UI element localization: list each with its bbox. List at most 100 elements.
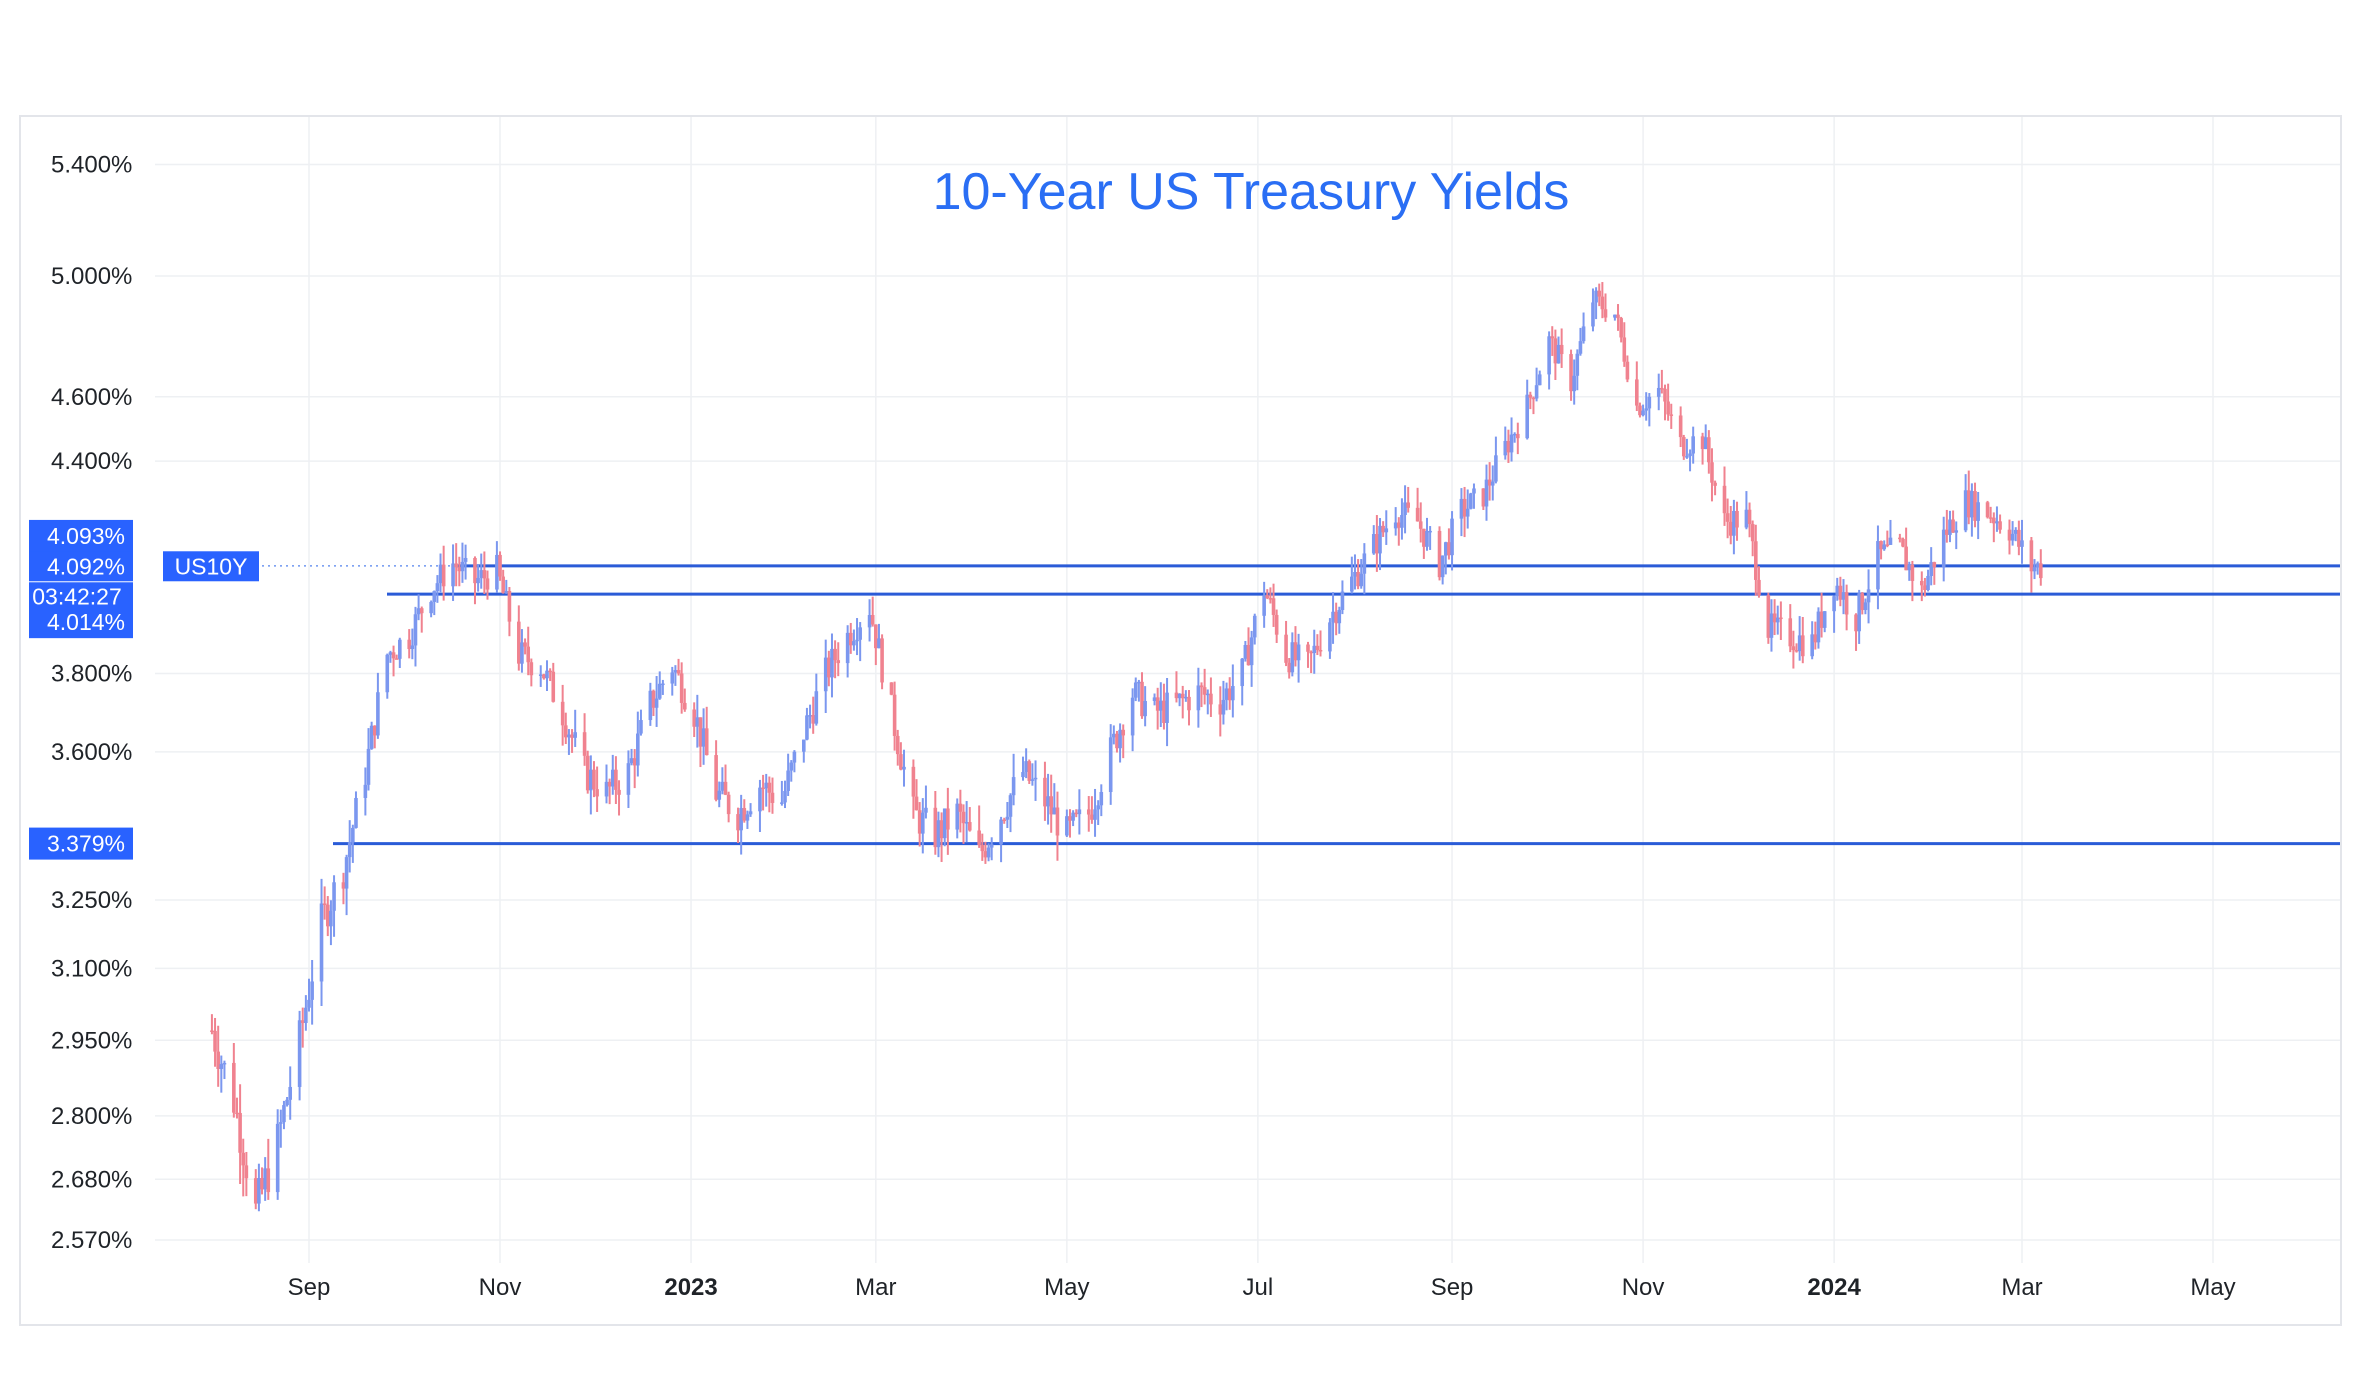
candle-body xyxy=(1669,414,1674,416)
candle-body xyxy=(1882,544,1887,550)
candle-body xyxy=(1973,491,1977,521)
candle-body xyxy=(1619,318,1623,338)
candle-body xyxy=(1919,580,1924,586)
candle-body xyxy=(767,782,772,793)
candle-body xyxy=(344,857,349,889)
candle-body xyxy=(235,1112,239,1115)
candle-body xyxy=(1005,816,1010,820)
candle-body xyxy=(319,903,324,982)
candle-body xyxy=(1143,701,1147,717)
y-tick-label: 3.100% xyxy=(51,955,132,982)
candle-body xyxy=(983,851,988,858)
candle-body xyxy=(1030,779,1035,781)
candle-body xyxy=(1130,697,1135,736)
candle-body xyxy=(429,601,433,614)
candle-body xyxy=(855,639,859,642)
candle-body xyxy=(1378,525,1382,554)
candle-body xyxy=(770,792,775,803)
candle-body xyxy=(1209,693,1213,705)
y-tick-label: 3.800% xyxy=(51,661,132,688)
candle-body xyxy=(679,673,684,703)
candle-body xyxy=(1218,704,1223,715)
candle-body xyxy=(1581,326,1586,342)
candle-body xyxy=(714,755,718,800)
candle-body xyxy=(2010,533,2015,541)
candle-body xyxy=(1594,290,1598,303)
candle-body xyxy=(917,810,922,834)
candle-body xyxy=(1055,807,1060,836)
candle-body xyxy=(485,578,490,590)
x-tick-label: Sep xyxy=(1431,1274,1474,1301)
candle-body xyxy=(347,842,352,858)
candle-body xyxy=(1393,522,1398,529)
candle-body xyxy=(1666,401,1670,415)
candle-body xyxy=(441,564,446,587)
candle-body xyxy=(720,781,725,791)
candle-body xyxy=(632,758,637,766)
candle-body xyxy=(1678,415,1683,438)
x-tick-label: Sep xyxy=(288,1274,331,1301)
candle-body xyxy=(1681,437,1686,457)
candle-body xyxy=(676,670,681,674)
candle-body xyxy=(1794,650,1799,652)
candle-body xyxy=(1043,777,1047,807)
candle-body xyxy=(1512,433,1517,436)
candle-body xyxy=(986,847,991,858)
candle-body xyxy=(501,576,505,594)
candle-body xyxy=(1713,482,1717,486)
x-tick-label: Nov xyxy=(479,1274,522,1301)
symbol-tag-bg xyxy=(163,551,259,582)
candle-body xyxy=(1966,490,1971,518)
candle-body xyxy=(1550,336,1555,339)
candle-body xyxy=(1525,394,1530,439)
candle-body xyxy=(479,570,484,578)
candle-body xyxy=(1559,344,1564,355)
candle-body xyxy=(310,981,314,1000)
candle-body xyxy=(670,672,675,684)
candle-body xyxy=(463,557,468,562)
candle-body xyxy=(899,754,903,770)
candle-body xyxy=(1516,433,1520,439)
candle-body xyxy=(1800,635,1805,657)
candle-body xyxy=(739,808,743,831)
candle-body xyxy=(517,621,521,664)
candle-body xyxy=(1108,737,1113,793)
candle-body xyxy=(523,642,527,647)
candle-body xyxy=(1951,519,1955,533)
candle-body xyxy=(473,557,477,584)
candle-body xyxy=(1722,485,1727,514)
candle-body xyxy=(275,1123,280,1193)
candle-body xyxy=(648,690,653,721)
candle-body xyxy=(1099,792,1104,806)
candle-body xyxy=(811,715,815,724)
candle-body xyxy=(808,715,812,717)
candle-body xyxy=(388,652,393,655)
candle-body xyxy=(304,1007,308,1024)
candle-body xyxy=(789,762,794,771)
candle-body xyxy=(801,739,806,752)
candle-body xyxy=(742,808,747,821)
candle-body xyxy=(1077,809,1082,815)
candle-body xyxy=(1591,302,1595,327)
candle-body xyxy=(1616,314,1620,319)
x-tick-label: Nov xyxy=(1622,1274,1665,1301)
candle-body xyxy=(592,769,596,790)
candle-body xyxy=(394,658,399,660)
candle-body xyxy=(1638,405,1642,416)
candle-body xyxy=(1866,589,1871,603)
y-tick-label: 5.000% xyxy=(51,263,132,290)
candle-body xyxy=(416,608,421,615)
candle-body xyxy=(2038,563,2043,579)
candle-body xyxy=(1970,491,1974,518)
candle-body xyxy=(920,812,925,834)
candle-body xyxy=(300,1020,305,1024)
candle-body xyxy=(1249,637,1254,666)
candle-body xyxy=(1929,562,1933,576)
candle-body xyxy=(260,1178,264,1190)
candle-body xyxy=(1224,688,1229,700)
candle-body xyxy=(413,614,418,646)
candle-body xyxy=(457,567,462,572)
chart-frame: 5.400% 5.000% 4.600% 4.400% 3.800% 3.600% 3.25… xyxy=(19,115,2342,1326)
candle-body xyxy=(285,1099,289,1106)
candle-body xyxy=(1312,645,1317,653)
